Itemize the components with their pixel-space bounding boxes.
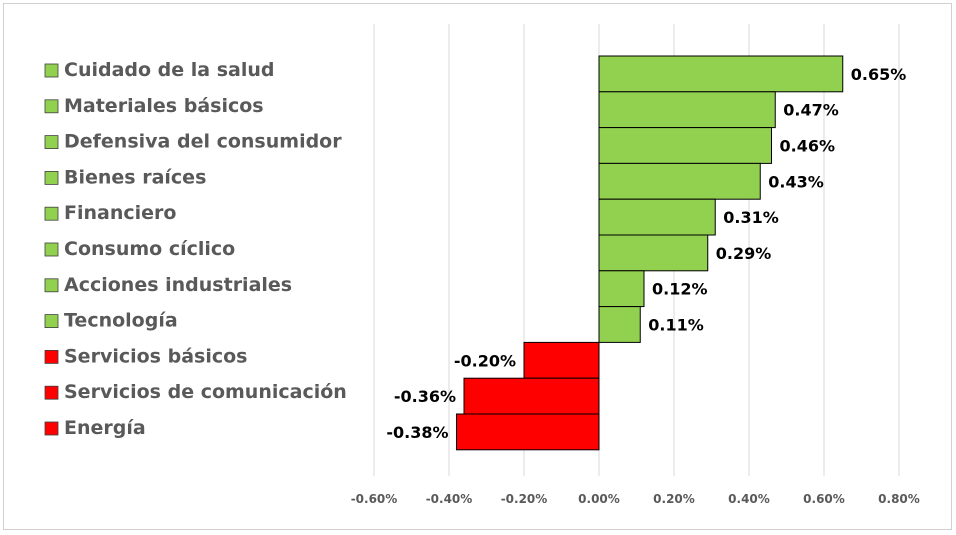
legend-swatch: [44, 242, 59, 257]
legend-swatch: [44, 170, 59, 185]
data-label: -0.20%: [454, 351, 516, 370]
data-label: -0.38%: [386, 423, 448, 442]
bar: [463, 377, 600, 415]
x-tick-label: -0.60%: [351, 492, 398, 506]
legend-swatch: [44, 385, 59, 400]
legend-label: Consumo cíclico: [64, 238, 235, 260]
data-label: 0.31%: [723, 208, 779, 227]
x-tick-label: 0.60%: [803, 492, 845, 506]
bar: [598, 234, 709, 272]
bar: [598, 198, 716, 236]
legend-swatch: [44, 99, 59, 114]
legend-swatch: [44, 135, 59, 150]
x-tick-label: 0.40%: [728, 492, 770, 506]
legend-label: Cuidado de la salud: [64, 59, 275, 81]
bar: [598, 162, 761, 200]
legend-label: Financiero: [64, 202, 176, 224]
data-label: -0.36%: [394, 387, 456, 406]
legend-label: Defensiva del consumidor: [64, 131, 342, 153]
x-tick-label: 0.20%: [653, 492, 695, 506]
bar: [523, 341, 600, 379]
bar: [598, 270, 645, 308]
x-tick-label: 0.80%: [878, 492, 920, 506]
legend-swatch: [44, 278, 59, 293]
x-tick-label: -0.40%: [426, 492, 473, 506]
bars: [456, 55, 844, 451]
legend-label: Tecnología: [64, 310, 178, 332]
legend-label: Acciones industriales: [64, 274, 292, 296]
legend-swatch: [44, 63, 59, 78]
bar: [598, 91, 776, 129]
legend-label: Bienes raíces: [64, 166, 206, 188]
data-label: 0.11%: [648, 316, 704, 335]
data-label: 0.12%: [652, 280, 708, 299]
legend-label: Servicios de comunicación: [64, 381, 347, 403]
x-tick-label: -0.20%: [501, 492, 548, 506]
x-axis-ticks: -0.60% -0.40% -0.20% 0.00% 0.20% 0.40% 0.60% 0.…: [351, 492, 920, 506]
legend-label: Servicios básicos: [64, 345, 247, 367]
data-label: 0.43%: [768, 172, 824, 191]
legend-swatch: [44, 421, 59, 436]
data-label: 0.46%: [780, 137, 836, 156]
legend-swatch: [44, 314, 59, 329]
legend-swatch: [44, 206, 59, 221]
legend: Cuidado de la salud Materiales básicos Def…: [44, 59, 347, 439]
data-label: 0.65%: [851, 65, 907, 84]
data-label: 0.29%: [716, 244, 772, 263]
bar: [456, 413, 600, 451]
data-labels: 0.65% 0.47% 0.46% 0.43% 0.31% 0.29% 0.12% 0.11%…: [386, 65, 906, 442]
legend-label: Materiales básicos: [64, 95, 264, 117]
legend-swatch: [44, 349, 59, 364]
data-label: 0.47%: [783, 101, 839, 120]
bar: [598, 55, 844, 93]
legend-label: Energía: [64, 417, 146, 439]
x-tick-label: 0.00%: [578, 492, 620, 506]
bar: [598, 306, 641, 343]
bar: [598, 127, 772, 164]
